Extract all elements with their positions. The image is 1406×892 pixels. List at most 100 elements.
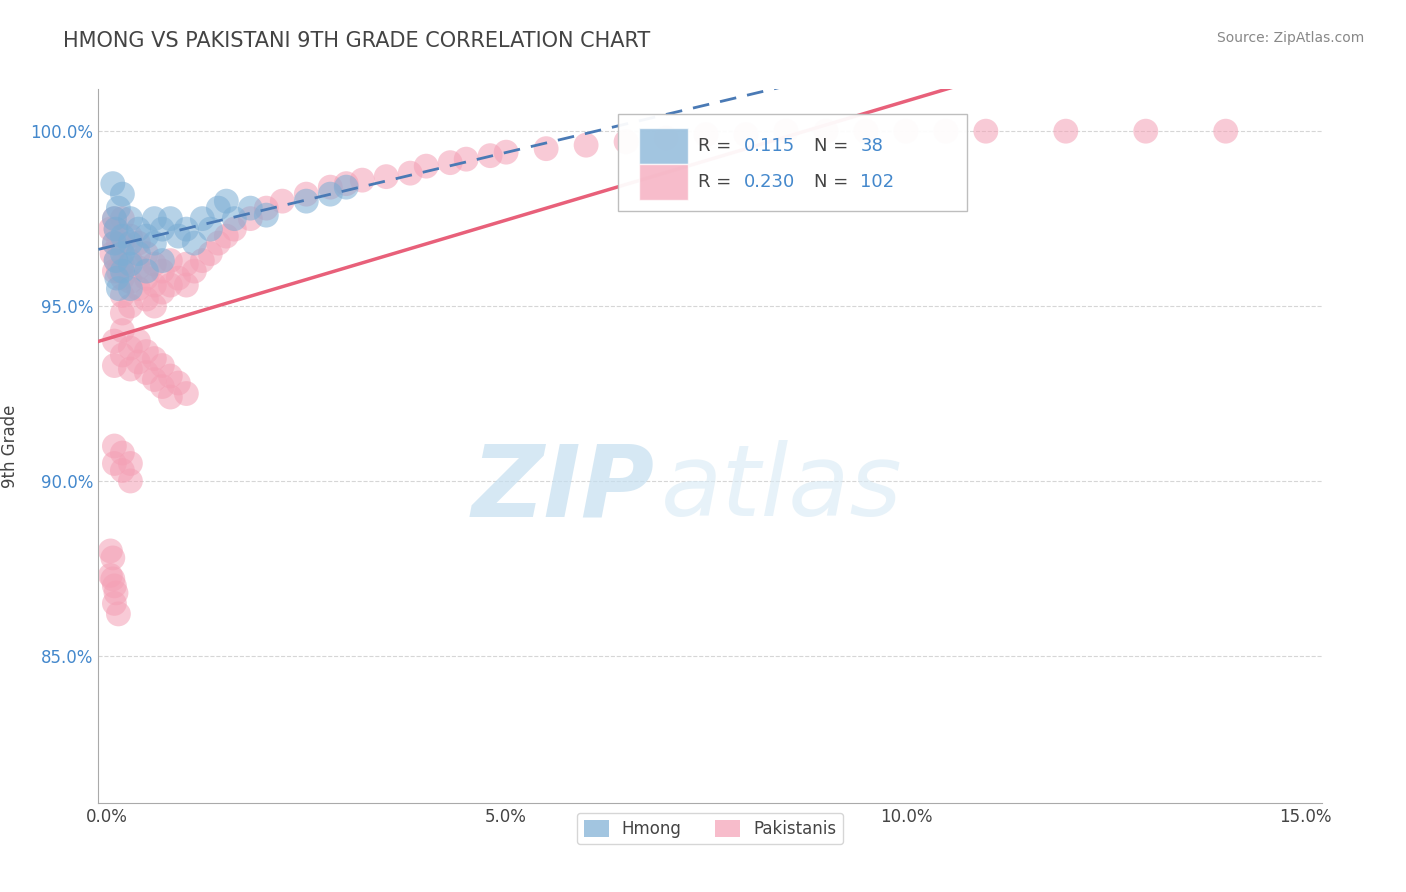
Point — [127, 355, 149, 369]
Text: R =: R = — [697, 137, 737, 155]
Point — [335, 180, 357, 194]
Point — [150, 285, 173, 299]
Point — [176, 222, 198, 236]
Point — [167, 229, 190, 244]
Point — [111, 236, 134, 251]
Point — [101, 246, 124, 260]
Point — [103, 236, 125, 251]
Point — [215, 229, 238, 244]
Point — [207, 236, 229, 251]
Point — [127, 260, 149, 275]
Point — [120, 236, 142, 251]
Point — [295, 194, 318, 208]
Point — [120, 253, 142, 268]
Point — [120, 257, 142, 271]
Point — [111, 306, 134, 320]
Point — [127, 236, 149, 251]
Point — [295, 187, 318, 202]
Point — [127, 222, 149, 236]
Point — [150, 379, 173, 393]
Text: Source: ZipAtlas.com: Source: ZipAtlas.com — [1216, 31, 1364, 45]
Text: R =: R = — [697, 173, 737, 191]
Point — [120, 211, 142, 226]
Point — [271, 194, 294, 208]
Point — [111, 246, 134, 260]
Point — [974, 124, 997, 138]
Point — [127, 282, 149, 296]
Point — [101, 572, 124, 586]
Point — [695, 128, 717, 142]
Text: ZIP: ZIP — [472, 441, 655, 537]
Point — [655, 131, 678, 145]
Point — [143, 372, 166, 386]
Point — [135, 271, 157, 285]
Point — [456, 152, 478, 166]
Point — [375, 169, 398, 184]
Point — [352, 173, 374, 187]
Point — [183, 236, 205, 251]
Point — [100, 568, 122, 582]
Point — [111, 324, 134, 338]
Legend: Hmong, Pakistanis: Hmong, Pakistanis — [576, 813, 844, 845]
Point — [101, 177, 124, 191]
Point — [105, 586, 128, 600]
Point — [239, 201, 262, 215]
Point — [176, 257, 198, 271]
Point — [107, 607, 129, 621]
Point — [103, 211, 125, 226]
Text: 0.115: 0.115 — [744, 137, 796, 155]
Point — [935, 124, 957, 138]
Point — [135, 366, 157, 380]
Point — [150, 222, 173, 236]
FancyBboxPatch shape — [640, 128, 688, 164]
Point — [143, 211, 166, 226]
Point — [100, 544, 122, 558]
Point — [105, 253, 128, 268]
Point — [200, 246, 222, 260]
Point — [534, 142, 557, 156]
Point — [159, 390, 181, 404]
Point — [135, 292, 157, 306]
Point — [1054, 124, 1077, 138]
Point — [207, 201, 229, 215]
Text: 0.230: 0.230 — [744, 173, 796, 191]
Point — [127, 334, 149, 348]
Point — [191, 211, 214, 226]
Point — [101, 550, 124, 565]
Point — [735, 128, 758, 142]
Point — [105, 222, 128, 236]
Point — [107, 201, 129, 215]
Point — [176, 386, 198, 401]
Point — [150, 359, 173, 373]
Point — [159, 278, 181, 293]
Point — [103, 579, 125, 593]
Point — [111, 446, 134, 460]
Point — [103, 359, 125, 373]
Point — [215, 194, 238, 208]
Point — [103, 457, 125, 471]
Text: N =: N = — [814, 137, 853, 155]
Point — [479, 149, 502, 163]
Point — [107, 264, 129, 278]
Point — [1215, 124, 1237, 138]
Point — [143, 257, 166, 271]
Point — [107, 282, 129, 296]
Point — [167, 376, 190, 390]
Point — [399, 166, 422, 180]
Point — [159, 211, 181, 226]
Point — [120, 229, 142, 244]
Point — [224, 211, 246, 226]
Point — [111, 264, 134, 278]
Point — [103, 236, 125, 251]
FancyBboxPatch shape — [619, 114, 967, 211]
Point — [575, 138, 598, 153]
Point — [495, 145, 517, 160]
Point — [159, 253, 181, 268]
Point — [120, 282, 142, 296]
Point — [135, 344, 157, 359]
Point — [127, 246, 149, 260]
Point — [111, 463, 134, 477]
Point — [855, 124, 877, 138]
Point — [120, 362, 142, 376]
Point — [107, 236, 129, 251]
